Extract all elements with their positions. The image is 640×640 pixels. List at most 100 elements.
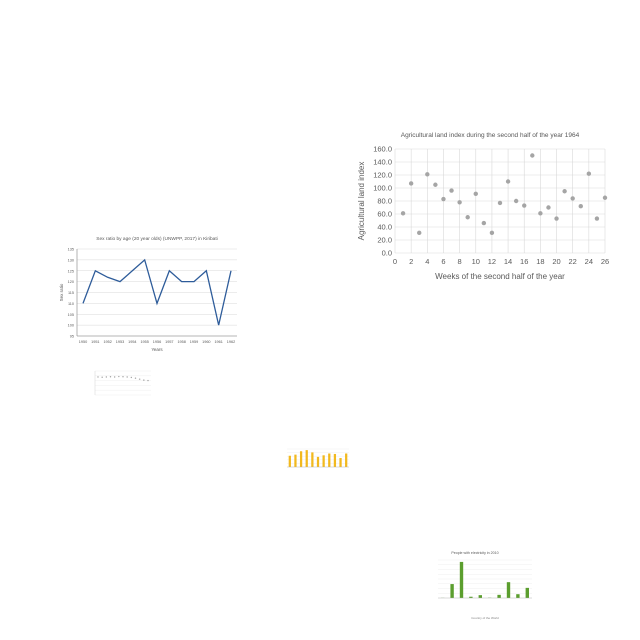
x-tick-label: 1955: [140, 340, 148, 344]
data-point: [473, 191, 478, 197]
bar: [311, 452, 314, 467]
x-tick-label: 6: [441, 257, 445, 266]
x-axis-label: Years: [151, 347, 163, 352]
y-tick-label: 135: [68, 248, 74, 252]
data-point: [441, 196, 446, 202]
y-tick-label: 125: [68, 269, 74, 273]
data-point: [497, 200, 503, 206]
x-tick-label: 1958: [177, 340, 185, 344]
data-point: [522, 203, 527, 208]
data-point: [546, 205, 551, 210]
thumbnail-scatter-chart: [85, 363, 155, 403]
data-point: [134, 377, 137, 379]
agri-land-chart: Agricultural land index during the secon…: [355, 125, 615, 285]
y-tick-label: 105: [68, 313, 74, 317]
bar: [478, 595, 482, 598]
data-point: [143, 379, 145, 381]
data-point: [126, 376, 128, 378]
data-point: [400, 211, 406, 216]
x-tick-label: 1950: [79, 340, 87, 344]
x-tick-label: 1956: [153, 340, 161, 344]
data-point: [586, 171, 592, 176]
bar: [339, 458, 342, 467]
bar: [459, 561, 464, 598]
y-tick-label: 130: [68, 258, 74, 262]
data-point: [562, 189, 567, 194]
x-tick-label: 10: [472, 257, 480, 266]
sex-ratio-chart: Sex ratio by age (20 year olds) (UNWPP, …: [55, 232, 245, 357]
y-tick-label: 110: [68, 302, 74, 306]
y-tick-label: 0.0: [382, 249, 392, 258]
electricity-chart: People with electricity in 2010 Country o…: [420, 548, 535, 623]
data-point: [530, 153, 535, 158]
bar: [322, 455, 325, 467]
data-point: [538, 211, 543, 216]
x-tick-label: 12: [488, 257, 496, 266]
y-tick-label: 140.0: [373, 158, 392, 167]
bar: [525, 587, 529, 598]
x-tick-label: 1954: [128, 340, 136, 344]
x-tick-label: 16: [520, 257, 528, 266]
bar: [506, 582, 511, 598]
thumbnail-scatter-svg: [94, 370, 151, 396]
x-tick-label: 2: [409, 257, 413, 266]
bar: [345, 453, 348, 467]
x-tick-label: 8: [458, 257, 462, 266]
chart-title: People with electricity in 2010: [451, 551, 498, 555]
sex-ratio-svg: Sex ratio by age (20 year olds) (UNWPP, …: [59, 236, 237, 352]
electricity-svg: People with electricity in 2010 Country o…: [438, 551, 532, 620]
chart-title: Agricultural land index during the secon…: [401, 132, 580, 139]
data-point: [505, 179, 511, 184]
data-point: [109, 376, 112, 378]
y-tick-label: 100.0: [373, 184, 392, 193]
bar: [316, 456, 320, 467]
bar: [299, 451, 303, 467]
data-point: [449, 188, 454, 193]
bar: [294, 454, 297, 467]
y-tick-label: 100: [68, 324, 74, 328]
x-tick-label: 4: [425, 257, 429, 266]
data-point: [457, 200, 462, 205]
y-tick-label: 95: [70, 335, 74, 339]
x-tick-label: 1961: [214, 340, 222, 344]
y-axis-label: Sex ratio: [59, 283, 64, 301]
y-tick-label: 60.0: [377, 210, 392, 219]
y-axis-label: Agricultural land index: [357, 162, 366, 241]
thumbnail-bar-svg: [287, 448, 349, 468]
data-point: [118, 375, 120, 378]
y-tick-label: 20.0: [377, 236, 392, 245]
data-point: [570, 196, 575, 201]
data-point: [554, 216, 559, 221]
bar: [450, 584, 454, 598]
x-axis-label: Country of the World: [471, 616, 499, 620]
x-tick-label: 1960: [202, 340, 210, 344]
bar: [328, 453, 331, 467]
data-point: [594, 216, 600, 221]
series-line: [82, 258, 232, 326]
data-point: [489, 230, 495, 236]
data-point: [602, 195, 608, 200]
chart-title: Sex ratio by age (20 year olds) (UNWPP, …: [96, 236, 218, 242]
bar: [516, 594, 520, 598]
bar: [288, 455, 291, 467]
data-point: [138, 378, 141, 380]
y-tick-label: 120.0: [373, 171, 392, 180]
data-point: [130, 376, 133, 379]
data-point: [417, 230, 422, 236]
x-axis-label: Weeks of the second half of the year: [435, 272, 565, 281]
data-point: [147, 379, 149, 382]
bar: [469, 596, 473, 598]
y-tick-label: 120: [68, 280, 74, 284]
bar: [497, 594, 501, 598]
x-tick-label: 18: [536, 257, 544, 266]
data-point: [113, 376, 116, 378]
x-tick-label: 1957: [165, 340, 173, 344]
data-point: [105, 376, 108, 378]
x-tick-label: 1962: [227, 340, 235, 344]
data-point: [97, 376, 99, 378]
data-point: [122, 376, 124, 378]
data-point: [425, 172, 430, 177]
x-tick-label: 1952: [103, 340, 111, 344]
x-tick-label: 20: [552, 257, 560, 266]
agri-land-svg: Agricultural land index during the secon…: [357, 132, 609, 281]
